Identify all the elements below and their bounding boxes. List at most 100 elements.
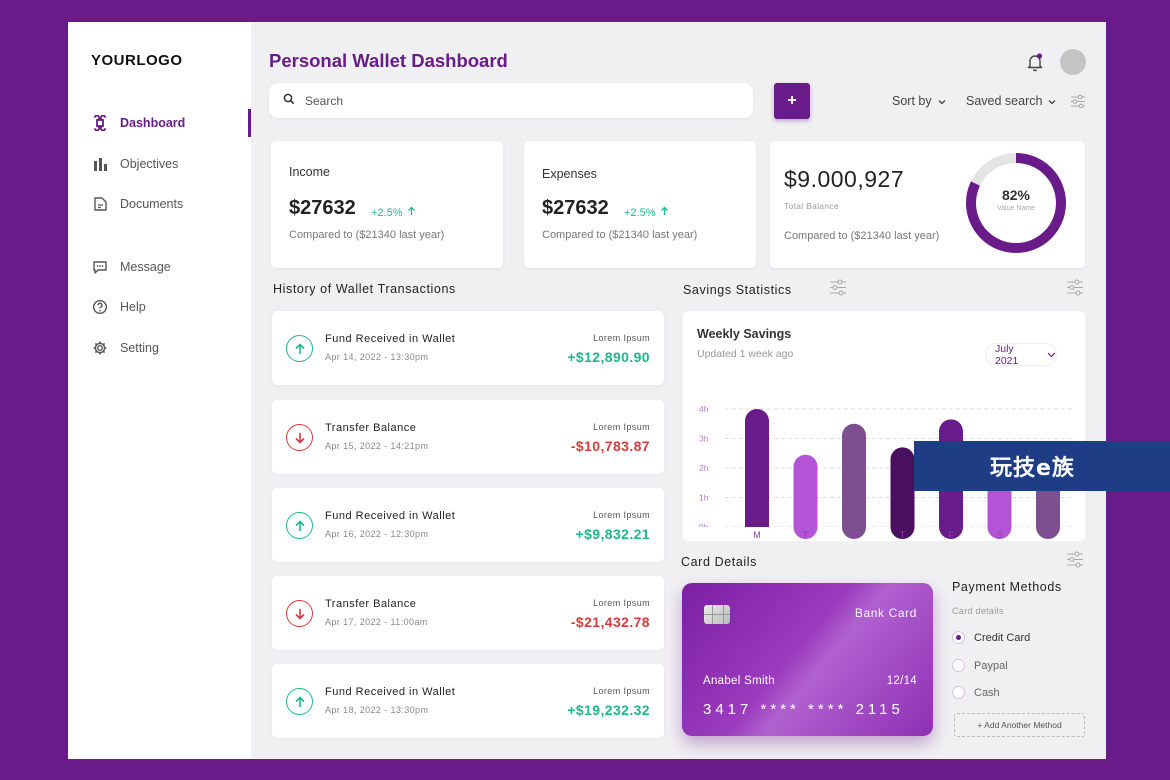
radio-unselected[interactable] (952, 659, 965, 672)
chevron-down-icon (1047, 349, 1056, 361)
card-expiry: 12/14 (886, 675, 917, 687)
sort-label: Sort by (892, 94, 932, 108)
card-number: 3417 **** **** 2115 (703, 701, 904, 718)
arrow-up-circle-icon (286, 688, 313, 715)
y-tick-label: 1h (699, 493, 709, 503)
payment-option-cash[interactable]: Cash (952, 686, 1000, 699)
bar[interactable] (745, 409, 769, 539)
transaction-amount: +$9,832.21 (575, 526, 650, 542)
transaction-title: Fund Received in Wallet (325, 510, 456, 522)
transaction-amount: -$21,432.78 (570, 614, 650, 630)
transaction-title: Transfer Balance (325, 598, 417, 610)
search-icon (283, 92, 295, 110)
transaction-date: Apr 18, 2022 - 13:30pm (325, 705, 429, 715)
message-icon (91, 258, 109, 276)
card-holder-name: Anabel Smith (703, 675, 775, 687)
sidebar-item-documents[interactable]: Documents (68, 190, 251, 218)
income-value: $27632 (289, 197, 356, 219)
arrow-up-circle-icon (286, 335, 313, 362)
radio-unselected[interactable] (952, 686, 965, 699)
chevron-down-icon (1048, 94, 1056, 108)
saved-search-label: Saved search (966, 94, 1043, 108)
transaction-title: Transfer Balance (325, 422, 417, 434)
transaction-row[interactable]: Fund Received in Wallet Apr 16, 2022 - 12… (272, 488, 664, 562)
transaction-label: Lorem Ipsum (593, 686, 650, 696)
month-value: July 2021 (995, 342, 1019, 367)
main-content: Personal Wallet Dashboard + Sort by Save… (251, 22, 1106, 759)
x-tick-label: T (900, 530, 906, 540)
balance-value: $9.000,927 (784, 166, 905, 192)
transaction-row[interactable]: Fund Received in Wallet Apr 14, 2022 - 13… (272, 311, 664, 385)
bar[interactable] (842, 423, 866, 539)
radio-selected[interactable] (952, 631, 965, 644)
transaction-label: Lorem Ipsum (593, 510, 650, 520)
filter-icon[interactable] (1066, 551, 1084, 573)
bar[interactable] (793, 454, 818, 539)
bank-card[interactable]: Bank Card Anabel Smith 12/14 3417 **** *… (682, 583, 933, 736)
transaction-amount: +$19,232.32 (567, 702, 650, 718)
logo: YOURLOGO (91, 52, 183, 69)
payment-option-credit-card[interactable]: Credit Card (952, 631, 1030, 644)
bank-card-label: Bank Card (854, 606, 917, 620)
transaction-label: Lorem Ipsum (593, 333, 650, 343)
payment-option-label: Credit Card (974, 631, 1031, 644)
savings-bar-chart: 0h1h2h3h4hMTWTFSS (683, 404, 1085, 540)
sidebar-item-help[interactable]: Help (68, 293, 251, 321)
payment-option-paypal[interactable]: Paypal (952, 659, 1008, 672)
gear-icon (91, 339, 109, 357)
filter-icon[interactable] (1066, 279, 1084, 301)
arrow-down-circle-icon (286, 424, 313, 451)
income-label: Income (289, 165, 330, 179)
payment-option-label: Cash (974, 686, 1000, 699)
filter-icon[interactable] (829, 279, 847, 301)
chart-title: Weekly Savings (697, 327, 792, 341)
sidebar-item-dashboard[interactable]: Dashboard (68, 109, 251, 137)
sidebar-item-setting[interactable]: Setting (68, 334, 251, 362)
transactions-title: History of Wallet Transactions (273, 282, 456, 296)
y-tick-label: 4h (699, 404, 709, 414)
x-tick-label: M (753, 530, 761, 540)
x-tick-label: W (850, 530, 859, 540)
document-icon (91, 195, 109, 213)
transaction-row[interactable]: Transfer Balance Apr 17, 2022 - 11:00am Lo… (272, 576, 664, 650)
month-select[interactable]: July 2021 (985, 342, 1057, 367)
bar-chart-icon (91, 155, 109, 173)
income-compare: Compared to ($21340 last year) (289, 229, 445, 241)
expenses-label: Expenses (542, 167, 597, 181)
app-window: YOURLOGO Dashboard Objectives Documents … (68, 22, 1106, 759)
expenses-compare: Compared to ($21340 last year) (542, 229, 698, 241)
payment-methods-title: Payment Methods (952, 580, 1062, 594)
expenses-card: Expenses $27632 +2.5% Compared to ($2134… (524, 141, 756, 268)
avatar[interactable] (1060, 49, 1086, 75)
card-details-title: Card Details (681, 555, 757, 569)
search-input[interactable] (305, 93, 725, 108)
filter-icon[interactable] (1070, 94, 1086, 114)
sidebar-item-label: Objectives (120, 156, 179, 171)
arrow-up-icon (660, 206, 669, 219)
saved-search-dropdown[interactable]: Saved search (966, 94, 1056, 108)
add-method-button[interactable]: + Add Another Method (954, 713, 1085, 737)
sort-dropdown[interactable]: Sort by (892, 94, 946, 108)
expenses-change-value: +2.5% (624, 206, 656, 219)
transaction-date: Apr 16, 2022 - 12:30pm (325, 529, 429, 539)
add-button[interactable]: + (774, 83, 810, 119)
bell-icon[interactable] (1026, 52, 1044, 72)
chart-subtitle: Updated 1 week ago (697, 348, 794, 360)
transaction-row[interactable]: Transfer Balance Apr 15, 2022 - 14:21pm Lo… (272, 400, 664, 474)
x-tick-label: F (948, 530, 954, 540)
income-change: +2.5% (371, 206, 416, 219)
bar[interactable] (890, 447, 915, 539)
help-icon (91, 298, 109, 316)
balance-card: $9.000,927 Total Balance Compared to ($2… (770, 141, 1085, 268)
sidebar-item-objectives[interactable]: Objectives (68, 150, 251, 178)
transaction-row[interactable]: Fund Received in Wallet Apr 18, 2022 - 13… (272, 664, 664, 738)
transaction-label: Lorem Ipsum (593, 422, 650, 432)
arrow-down-circle-icon (286, 600, 313, 627)
sidebar-item-label: Documents (120, 197, 184, 211)
transaction-date: Apr 14, 2022 - 13:30pm (325, 352, 429, 362)
arrow-up-icon (407, 206, 416, 219)
command-icon (91, 114, 109, 132)
sidebar-item-message[interactable]: Message (68, 253, 251, 281)
transaction-date: Apr 17, 2022 - 11:00am (325, 617, 428, 627)
balance-compare: Compared to ($21340 last year) (784, 230, 940, 242)
